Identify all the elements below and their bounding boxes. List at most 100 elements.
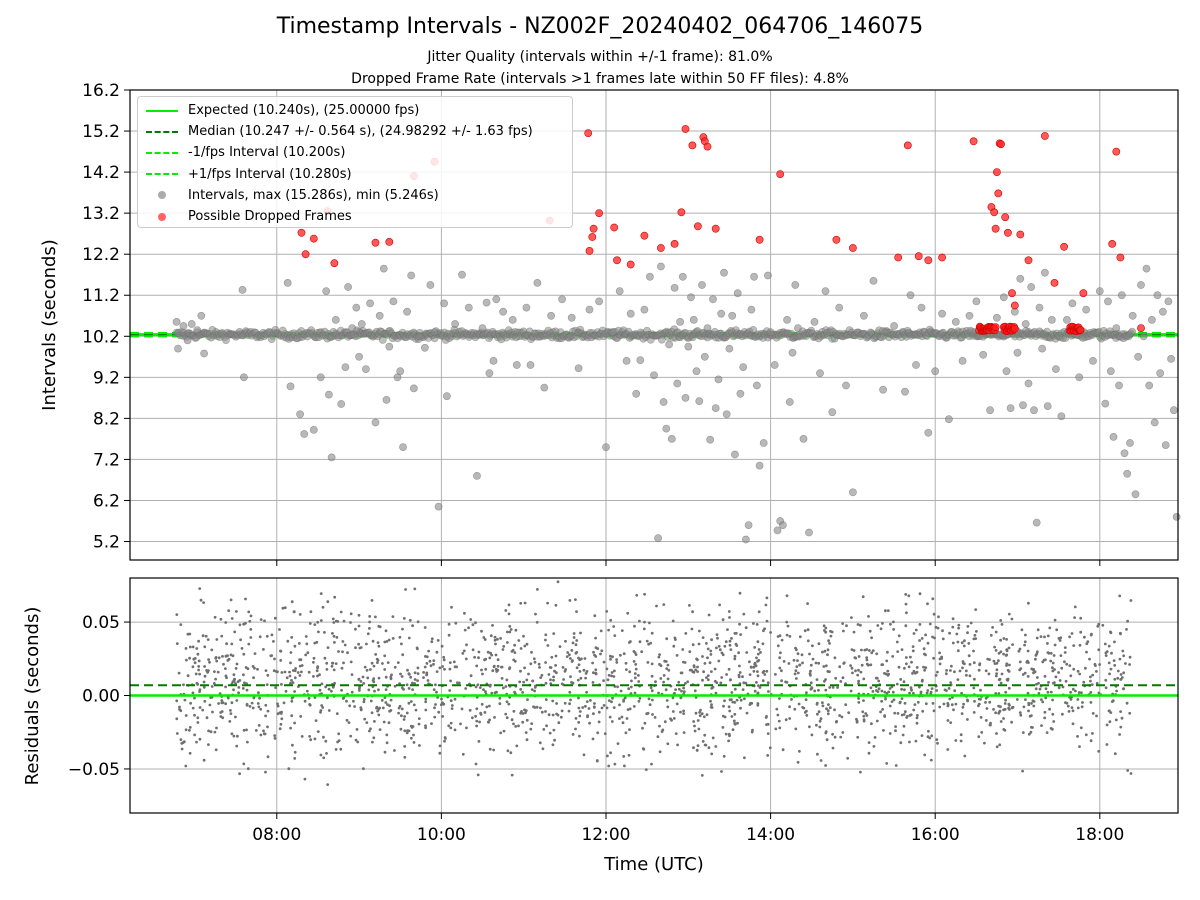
residual-point	[682, 712, 685, 715]
residual-point	[849, 664, 852, 667]
residual-point	[693, 729, 697, 733]
interval-point	[1139, 332, 1148, 341]
residual-point	[600, 649, 604, 653]
residual-point	[509, 628, 513, 631]
residual-point	[544, 698, 548, 701]
residual-point	[488, 747, 492, 751]
residual-point	[623, 764, 626, 768]
residual-point	[815, 723, 818, 727]
residual-point	[597, 720, 601, 724]
residual-point	[883, 714, 886, 717]
intervals-y-tick-label: 15.2	[82, 122, 120, 142]
residual-point	[566, 651, 570, 654]
residual-point	[1115, 689, 1118, 693]
residual-point	[597, 710, 601, 714]
residual-point	[210, 685, 214, 688]
residual-point	[1010, 706, 1014, 709]
residual-point	[698, 711, 701, 714]
residual-point	[951, 617, 955, 621]
residual-point	[635, 593, 639, 597]
interval-point	[753, 381, 761, 390]
residual-point	[784, 718, 788, 722]
residual-point	[496, 637, 499, 641]
residual-point	[1002, 652, 1005, 656]
interval-point	[770, 361, 779, 369]
residual-point	[544, 710, 547, 713]
residual-point	[251, 665, 255, 668]
residual-point	[904, 624, 908, 628]
residual-point	[715, 681, 719, 685]
residual-point	[850, 616, 853, 619]
residual-point	[628, 728, 631, 731]
residual-point	[914, 628, 918, 632]
residual-point	[263, 619, 266, 623]
residual-point	[245, 728, 248, 732]
residual-point	[911, 672, 914, 675]
residual-point	[229, 709, 232, 712]
interval-point	[337, 400, 346, 408]
residual-point	[430, 637, 434, 641]
residual-point	[1095, 714, 1098, 718]
residual-point	[342, 661, 345, 665]
residual-point	[818, 725, 822, 729]
residual-point	[755, 681, 758, 684]
residual-point	[739, 633, 742, 636]
residual-point	[1031, 699, 1035, 703]
residual-point	[237, 691, 241, 695]
residual-point	[752, 622, 755, 625]
dropped-frame-point	[1004, 228, 1012, 237]
residual-point	[620, 715, 624, 719]
residual-point	[1069, 698, 1073, 701]
residual-point	[327, 687, 331, 691]
residual-point	[1010, 720, 1013, 724]
residual-point	[972, 637, 976, 641]
x-axis-label: Time (UTC)	[603, 854, 704, 875]
residual-point	[756, 670, 759, 673]
residual-point	[519, 688, 523, 691]
residual-point	[929, 758, 933, 762]
residual-point	[548, 666, 552, 669]
residual-point	[868, 629, 872, 633]
residual-point	[663, 720, 667, 724]
residual-point	[229, 712, 233, 715]
residual-point	[666, 705, 670, 709]
residual-point	[881, 663, 885, 666]
residual-point	[1094, 664, 1097, 667]
residual-point	[498, 702, 502, 706]
residual-point	[574, 727, 577, 731]
dropped-frame-point	[584, 129, 593, 137]
residual-point	[252, 676, 256, 680]
residual-point	[201, 634, 205, 638]
residual-point	[1089, 739, 1093, 743]
residual-point	[570, 649, 574, 652]
residual-point	[956, 678, 960, 681]
residual-point	[495, 670, 499, 673]
residual-point	[430, 640, 434, 644]
residual-point	[359, 706, 363, 710]
residual-point	[612, 706, 616, 709]
interval-point	[665, 340, 673, 349]
residual-point	[232, 688, 235, 692]
residual-point	[992, 708, 995, 711]
residual-point	[960, 712, 964, 715]
residual-point	[343, 643, 347, 647]
interval-point	[764, 271, 772, 280]
residual-point	[435, 690, 438, 694]
residual-point	[626, 708, 630, 711]
residual-point	[335, 636, 339, 639]
residual-point	[224, 685, 228, 689]
residual-point	[711, 736, 715, 740]
interval-point	[300, 430, 309, 438]
residual-point	[623, 696, 627, 700]
residual-point	[610, 720, 614, 723]
residual-point	[676, 743, 679, 747]
residual-point	[269, 654, 273, 658]
residual-point	[195, 647, 199, 650]
residual-point	[669, 717, 672, 721]
residual-point	[872, 696, 875, 700]
residual-point	[794, 669, 798, 673]
residual-point	[362, 767, 365, 771]
residual-point	[243, 681, 246, 685]
residual-point	[1037, 692, 1041, 695]
residual-point	[834, 676, 838, 680]
